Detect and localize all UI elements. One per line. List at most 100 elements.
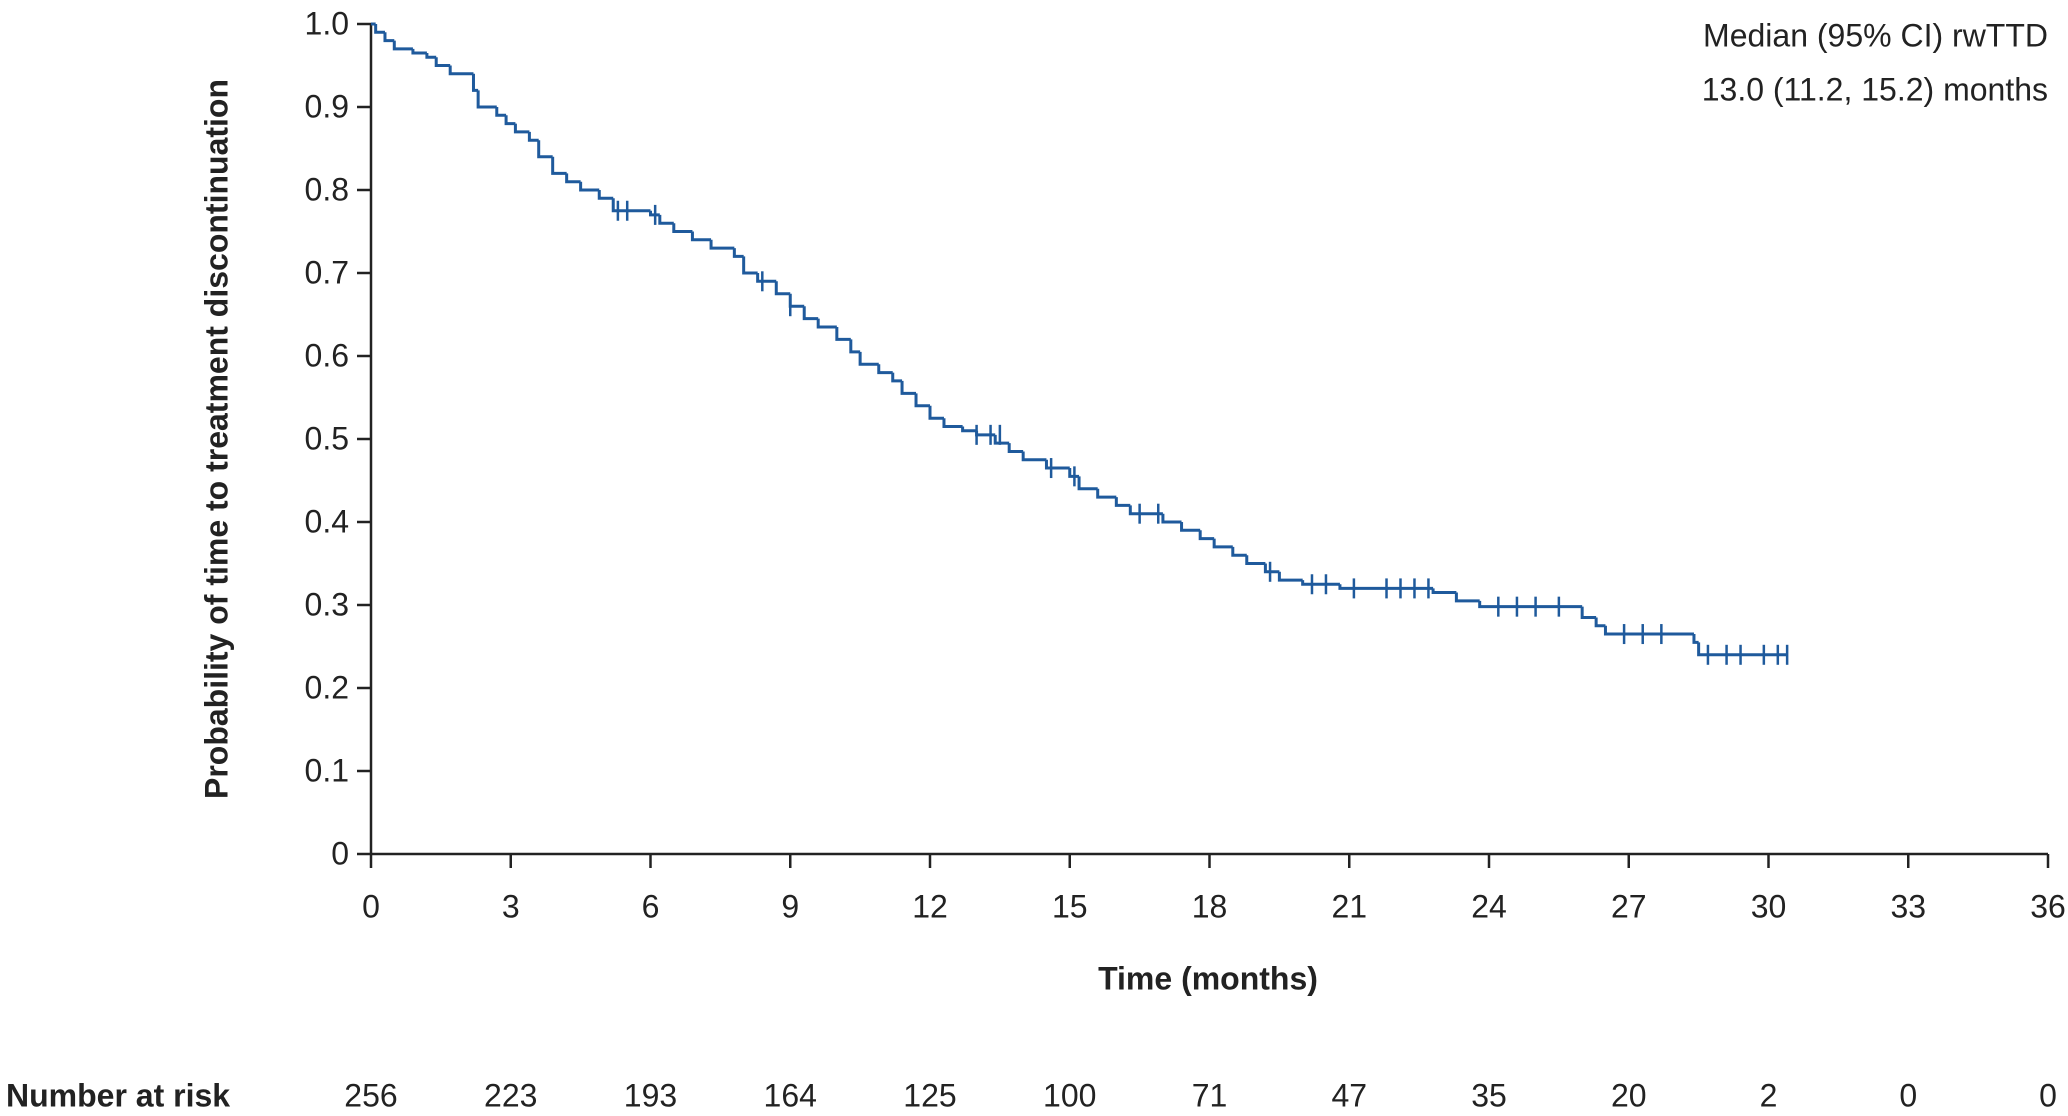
step-segment (1212, 538, 1233, 549)
step-segment (858, 351, 879, 366)
step-segment (1096, 488, 1117, 499)
step-segment (774, 281, 791, 296)
step-segment (1338, 584, 1434, 590)
y-tick-label: 0.5 (305, 420, 349, 456)
step-segment (1114, 497, 1131, 507)
step-segment (975, 430, 996, 437)
step-segment (1128, 505, 1163, 516)
y-tick-label: 0.7 (305, 254, 349, 290)
step-segment (742, 256, 758, 275)
step-segment (891, 372, 903, 383)
x-axis-title: Time (months) (1098, 960, 1318, 996)
y-axis-title: Probability of time to treatment discont… (198, 79, 234, 799)
step-segment (597, 190, 614, 200)
x-tick-label: 12 (912, 888, 948, 924)
x-tick-label: 30 (1751, 888, 1787, 924)
step-segment (914, 393, 930, 408)
step-segment (961, 426, 977, 433)
step-segment (392, 40, 413, 51)
step-segment (1431, 588, 1457, 595)
step-segment (476, 90, 497, 109)
at-risk-value: 20 (1611, 1077, 1647, 1113)
x-tick-label: 6 (642, 888, 660, 924)
x-tick-label: 24 (1471, 888, 1507, 924)
step-segment (1007, 443, 1024, 453)
step-segment (1301, 580, 1340, 586)
y-tick-label: 0.3 (305, 586, 349, 622)
x-tick-label: 18 (1192, 888, 1228, 924)
x-tick-label: 33 (1890, 888, 1926, 924)
step-segment (1161, 513, 1182, 524)
y-tick-label: 1.0 (305, 5, 349, 41)
step-segment (690, 231, 712, 242)
step-segment (1180, 522, 1201, 532)
at-risk-value: 47 (1331, 1077, 1367, 1113)
at-risk-value: 0 (2039, 1077, 2057, 1113)
step-segment (1277, 571, 1303, 582)
step-segment (1021, 451, 1047, 462)
step-segment (802, 306, 819, 321)
step-segment (788, 293, 805, 308)
y-tick-label: 0.4 (305, 503, 349, 539)
step-segment (900, 380, 917, 395)
step-segment (504, 115, 516, 126)
step-segment (732, 248, 744, 258)
step-segment (471, 73, 479, 92)
y-tick-label: 0.1 (305, 752, 349, 788)
step-segment (1077, 476, 1098, 491)
annotation: 13.0 (11.2, 15.2) months (1702, 71, 2048, 107)
step-segment (1697, 642, 1788, 657)
step-segment (709, 239, 735, 250)
step-segment (565, 173, 581, 184)
step-segment (756, 273, 777, 283)
at-risk-value: 256 (344, 1077, 397, 1113)
at-risk-value: 71 (1192, 1077, 1228, 1113)
step-segment (1245, 555, 1266, 565)
step-segment (1044, 459, 1070, 470)
step-segment (383, 32, 395, 43)
step-segment (448, 65, 474, 76)
step-segment (551, 156, 567, 175)
step-segment (513, 123, 530, 134)
step-segment (1603, 625, 1694, 636)
step-segment (1594, 617, 1606, 628)
step-segment (527, 131, 539, 142)
x-tick-label: 15 (1052, 888, 1088, 924)
step-segment (816, 318, 837, 329)
step-segment (835, 326, 851, 341)
risk-label: Number at risk (6, 1077, 230, 1113)
at-risk-value: 125 (903, 1077, 956, 1113)
step-segment (1478, 600, 1583, 609)
step-segment (611, 198, 651, 213)
y-tick-label: 0.6 (305, 337, 349, 373)
x-tick-label: 27 (1611, 888, 1647, 924)
step-segment (374, 24, 385, 34)
annotation: Median (95% CI) rwTTD (1703, 17, 2048, 53)
step-segment (649, 210, 660, 217)
step-segment (537, 140, 553, 159)
step-segment (1580, 606, 1597, 619)
y-tick-label: 0.9 (305, 88, 349, 124)
at-risk-value: 223 (484, 1077, 537, 1113)
at-risk-value: 35 (1471, 1077, 1507, 1113)
step-segment (849, 339, 861, 354)
step-segment (1231, 546, 1247, 557)
step-segment (1198, 530, 1215, 541)
step-segment (672, 223, 693, 233)
step-segment (1068, 468, 1080, 478)
step-segment (928, 405, 944, 420)
step-segment (425, 53, 437, 59)
at-risk-value: 164 (764, 1077, 817, 1113)
x-tick-label: 3 (502, 888, 520, 924)
step-segment (942, 418, 963, 429)
step-segment (579, 181, 600, 192)
step-segment (495, 107, 507, 117)
step-segment (1454, 592, 1480, 603)
x-tick-label: 36 (2030, 888, 2066, 924)
step-segment (658, 214, 674, 225)
y-tick-label: 0.8 (305, 171, 349, 207)
x-tick-label: 0 (362, 888, 380, 924)
y-tick-label: 0 (331, 835, 349, 871)
step-segment (1692, 634, 1699, 644)
